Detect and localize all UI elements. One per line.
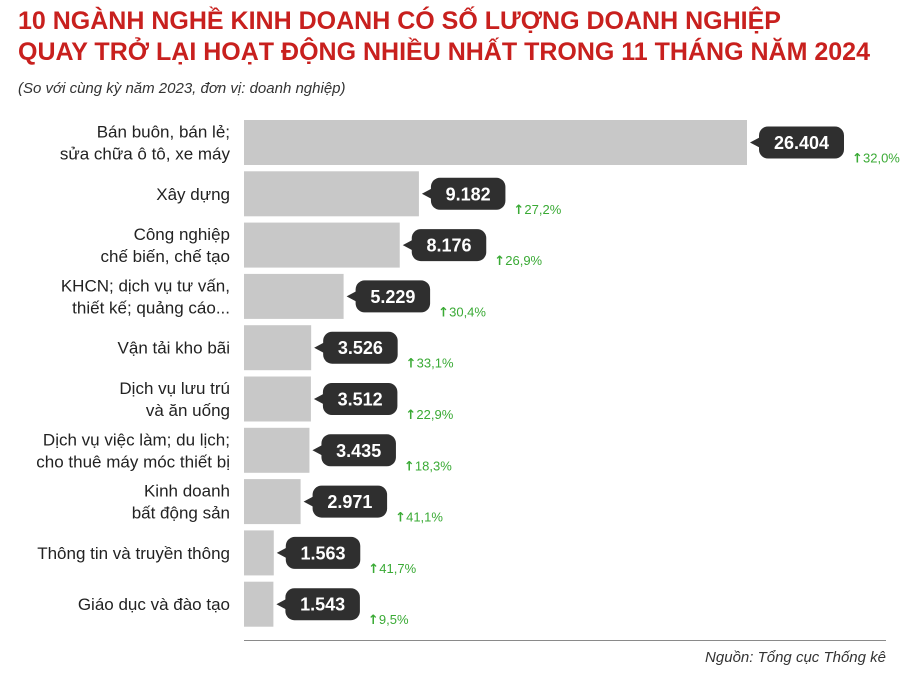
category-label: Vận tải kho bãi bbox=[118, 339, 230, 358]
growth-label: 27,2% bbox=[524, 202, 561, 217]
arrow-up-icon: ↑ bbox=[852, 152, 863, 167]
value-label: 26.404 bbox=[774, 133, 829, 153]
bar-chart: Bán buôn, bán lẻ; sửa chữa ô tô, xe máy 26… bbox=[36, 120, 900, 628]
arrow-up-icon: ↑ bbox=[404, 459, 415, 474]
category-label: Bán buôn, bán lẻ; bbox=[97, 123, 230, 142]
value-label: 3.435 bbox=[336, 441, 381, 461]
bar bbox=[244, 581, 274, 627]
category-label: Dịch vụ lưu trú bbox=[119, 379, 230, 398]
bar bbox=[244, 479, 301, 525]
value-callout bbox=[312, 485, 388, 518]
arrow-up-icon: ↑ bbox=[368, 562, 379, 577]
bar bbox=[244, 530, 274, 576]
bar bbox=[244, 325, 312, 371]
category-label: Công nghiệp bbox=[134, 225, 230, 244]
category-label: chế biến, chế tạo bbox=[101, 247, 230, 266]
value-label: 3.526 bbox=[338, 338, 383, 358]
value-callout bbox=[285, 536, 361, 569]
category-label: Thông tin và truyền thông bbox=[37, 544, 230, 563]
category-label: KHCN; dịch vụ tư vấn, bbox=[61, 276, 230, 295]
category-label: Giáo dục và đào tạo bbox=[78, 595, 230, 614]
arrow-up-icon: ↑ bbox=[494, 254, 505, 269]
value-callout bbox=[285, 588, 360, 621]
bar bbox=[244, 427, 310, 473]
growth-label: 22,9% bbox=[416, 407, 453, 422]
value-label: 1.563 bbox=[301, 543, 346, 563]
growth-label: 41,7% bbox=[379, 561, 416, 576]
source-note: Nguồn: Tổng cục Thống kê bbox=[705, 649, 886, 666]
arrow-up-icon: ↑ bbox=[406, 357, 417, 372]
value-label: 9.182 bbox=[446, 184, 491, 204]
arrow-up-icon: ↑ bbox=[368, 613, 379, 628]
arrow-up-icon: ↑ bbox=[438, 305, 449, 320]
category-label: thiết kế; quảng cáo... bbox=[72, 298, 230, 317]
value-callout bbox=[321, 434, 396, 467]
value-label: 1.543 bbox=[300, 595, 345, 615]
chart-title-line-2: QUAY TRỞ LẠI HOẠT ĐỘNG NHIỀU NHẤT TRONG … bbox=[18, 38, 870, 66]
growth-label: 18,3% bbox=[415, 458, 452, 473]
value-callout bbox=[430, 177, 506, 210]
category-label: cho thuê máy móc thiết bị bbox=[36, 452, 230, 471]
arrow-up-icon: ↑ bbox=[405, 408, 416, 423]
bar bbox=[244, 120, 747, 165]
chart-title: 10 NGÀNH NGHỀ KINH DOANH CÓ SỐ LƯỢNG DOA… bbox=[18, 6, 888, 68]
bar bbox=[244, 171, 419, 217]
category-label: Kinh doanh bbox=[144, 482, 230, 501]
value-label: 5.229 bbox=[370, 287, 415, 307]
chart-title-line-1: 10 NGÀNH NGHỀ KINH DOANH CÓ SỐ LƯỢNG DOA… bbox=[18, 7, 781, 35]
growth-label: 30,4% bbox=[449, 304, 486, 319]
growth-label: 9,5% bbox=[379, 612, 409, 627]
value-label: 3.512 bbox=[338, 390, 383, 410]
category-label: Dịch vụ việc làm; du lịch; bbox=[43, 430, 230, 449]
category-label: sửa chữa ô tô, xe máy bbox=[60, 145, 231, 164]
chart-subtitle: (So với cùng kỳ năm 2023, đơn vị: doanh … bbox=[18, 80, 346, 97]
category-label: bất động sản bbox=[132, 504, 230, 523]
growth-label: 41,1% bbox=[406, 510, 443, 525]
value-label: 8.176 bbox=[426, 236, 471, 256]
category-label: và ăn uống bbox=[146, 401, 230, 420]
bar bbox=[244, 376, 311, 422]
footer-divider bbox=[244, 640, 886, 641]
value-callout bbox=[759, 126, 844, 159]
growth-label: 26,9% bbox=[505, 253, 542, 268]
value-callout bbox=[411, 229, 487, 262]
category-label: Xây dựng bbox=[156, 185, 230, 204]
value-callout bbox=[323, 331, 398, 364]
arrow-up-icon: ↑ bbox=[395, 511, 406, 526]
arrow-up-icon: ↑ bbox=[513, 203, 524, 218]
bar bbox=[244, 222, 400, 268]
value-callout bbox=[322, 383, 398, 415]
value-callout bbox=[355, 280, 431, 313]
growth-label: 33,1% bbox=[417, 356, 454, 371]
value-label: 2.971 bbox=[327, 492, 372, 512]
bar bbox=[244, 273, 344, 319]
growth-label: 32,0% bbox=[863, 151, 900, 166]
